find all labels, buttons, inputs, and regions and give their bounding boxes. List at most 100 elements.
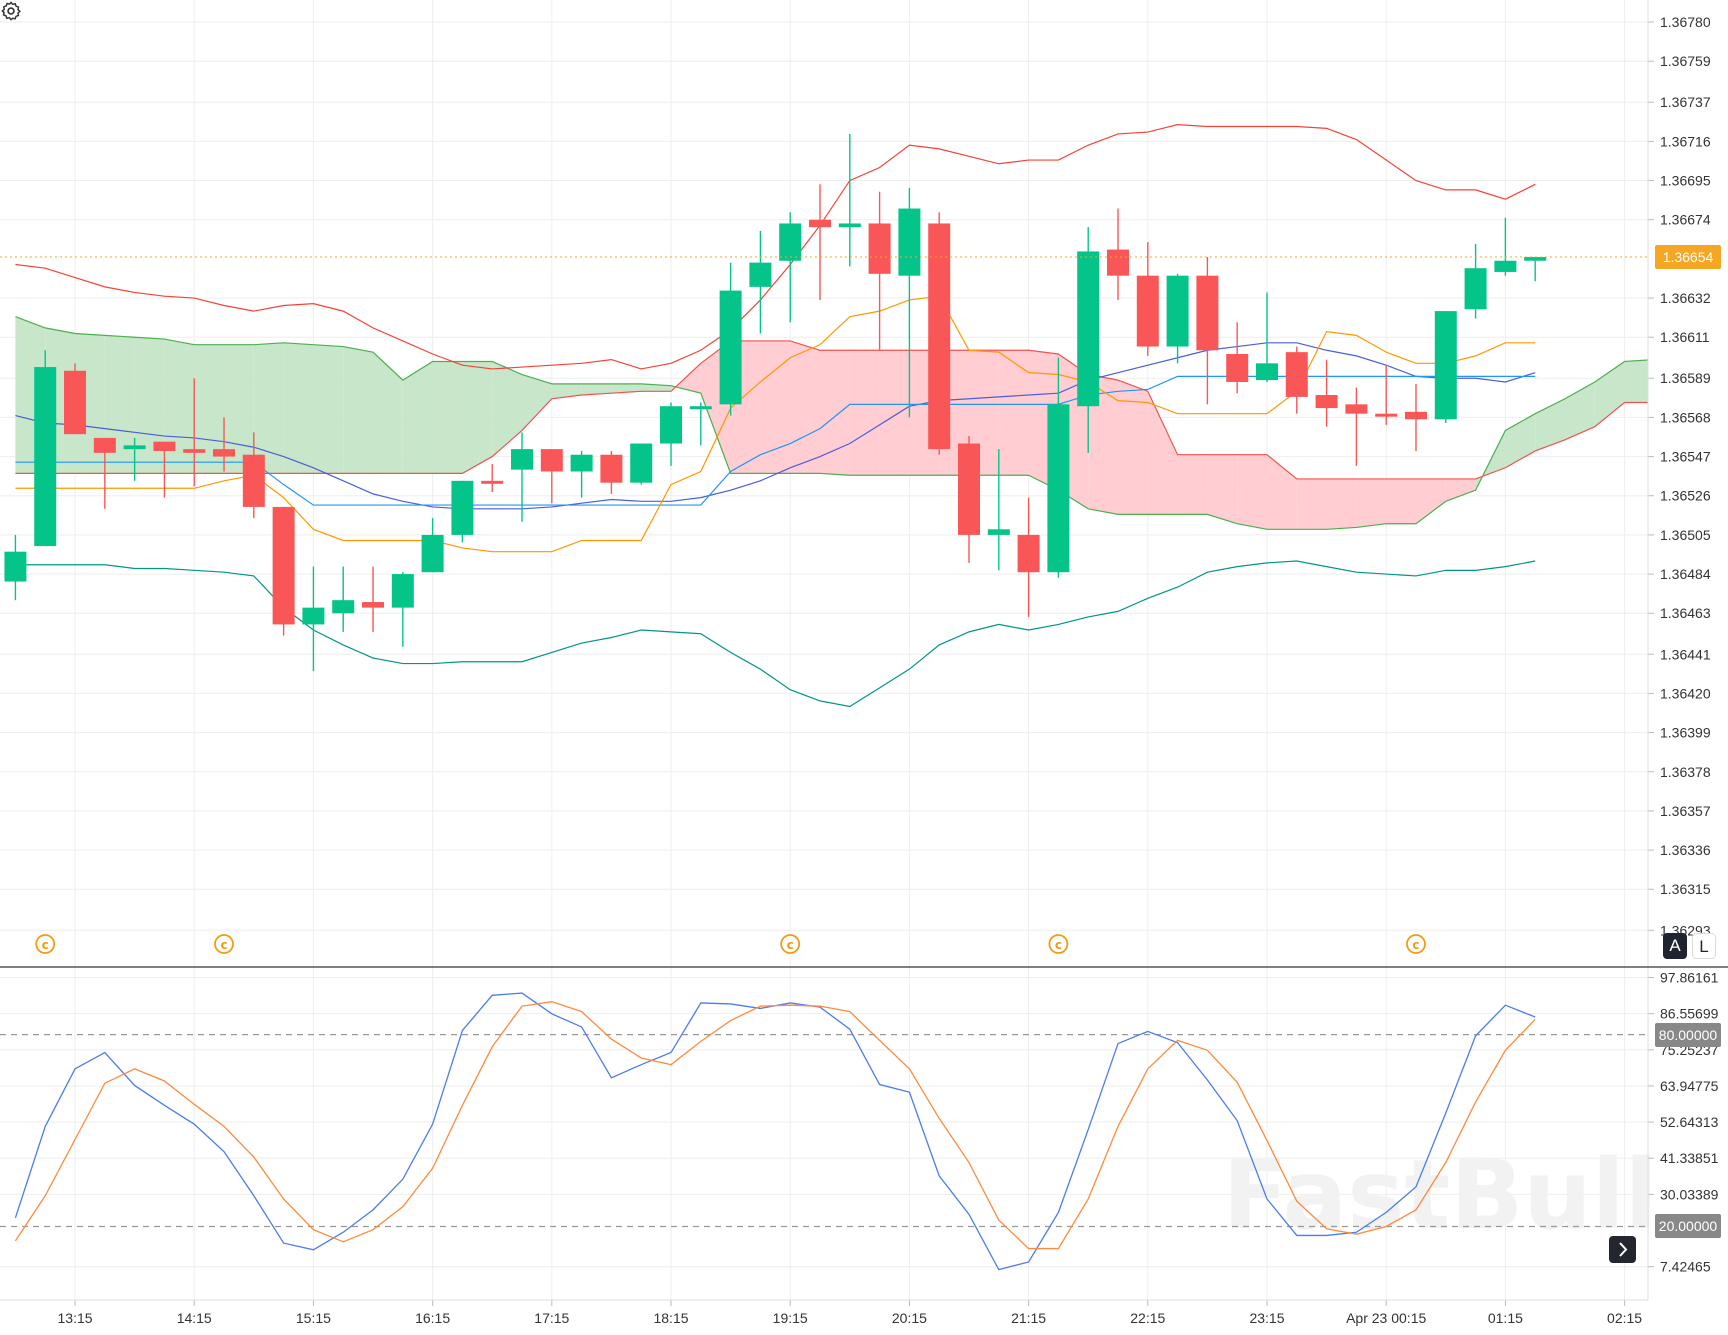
stoch-tick-label: 97.86161 xyxy=(1660,970,1719,986)
candle-bullish[interactable] xyxy=(391,572,414,647)
candle-bullish[interactable] xyxy=(1255,292,1278,382)
candle-bearish[interactable] xyxy=(272,506,295,636)
candle-bearish[interactable] xyxy=(481,464,504,493)
stoch-tick-label: 30.03389 xyxy=(1660,1186,1719,1202)
level-20-label: 20.00000 xyxy=(1655,1214,1721,1239)
candle-bullish[interactable] xyxy=(570,450,593,498)
candle-bearish[interactable] xyxy=(1345,387,1368,466)
candle-bullish[interactable] xyxy=(779,212,802,323)
price-tick-label: 1.36526 xyxy=(1660,488,1711,504)
price-tick-label: 1.36632 xyxy=(1660,290,1711,306)
candle-bullish[interactable] xyxy=(451,480,474,543)
stoch-d-line xyxy=(14,1001,1536,1250)
candle-bullish[interactable] xyxy=(34,350,57,547)
candle-bearish[interactable] xyxy=(213,417,236,472)
candle-bearish[interactable] xyxy=(93,437,116,509)
copyright-circle-icon[interactable]: c xyxy=(780,934,801,954)
candle-bullish[interactable] xyxy=(1166,273,1189,364)
candle-bullish[interactable] xyxy=(660,402,683,466)
price-tick-label: 1.36378 xyxy=(1660,764,1711,780)
time-tick-label: 01:15 xyxy=(1488,1310,1523,1326)
candle-bullish[interactable] xyxy=(719,262,742,416)
price-tick-label: 1.36759 xyxy=(1660,53,1711,69)
marker-circle xyxy=(35,934,56,954)
candle-body xyxy=(570,454,593,472)
cloud-segment-bullish xyxy=(581,383,612,396)
candle-bearish[interactable] xyxy=(64,363,87,435)
gear-icon[interactable] xyxy=(0,0,22,22)
copyright-circle-icon[interactable]: c xyxy=(214,934,234,954)
candle-bullish[interactable] xyxy=(689,402,712,446)
cloud-segment-bearish xyxy=(1088,374,1118,515)
candle-bullish[interactable] xyxy=(630,443,653,485)
candle-bearish[interactable] xyxy=(1285,346,1308,414)
marker-circle xyxy=(214,934,234,954)
candle-bearish[interactable] xyxy=(600,450,623,494)
candle-bearish[interactable] xyxy=(1404,383,1427,451)
candle-body xyxy=(749,262,772,287)
candle-bullish[interactable] xyxy=(1464,243,1487,319)
candle-body xyxy=(64,370,87,435)
candle-body xyxy=(183,449,206,453)
candle-bullish[interactable] xyxy=(749,230,772,334)
cloud-segment-bearish xyxy=(1445,478,1476,502)
candle-bearish[interactable] xyxy=(809,184,832,300)
candle-bullish[interactable] xyxy=(987,449,1010,571)
candle-body xyxy=(1285,352,1308,397)
candle-bearish[interactable] xyxy=(868,191,891,351)
candle-bullish[interactable] xyxy=(511,432,534,522)
candle-bearish[interactable] xyxy=(242,432,265,519)
candle-bullish[interactable] xyxy=(302,566,325,672)
cloud-segment-bearish xyxy=(1326,478,1357,530)
candle-bearish[interactable] xyxy=(1017,497,1040,617)
candle-bullish[interactable] xyxy=(1434,311,1457,424)
candle-bullish[interactable] xyxy=(1047,357,1070,578)
candle-bearish[interactable] xyxy=(540,449,563,504)
candle-bearish[interactable] xyxy=(183,378,206,487)
copyright-circle-icon[interactable]: c xyxy=(35,934,56,954)
candle-bullish[interactable] xyxy=(4,534,27,601)
candle-bullish[interactable] xyxy=(421,518,444,573)
candle-bullish[interactable] xyxy=(332,566,355,632)
auto-scale-button[interactable]: A xyxy=(1663,933,1687,959)
time-tick-label: 23:15 xyxy=(1249,1310,1284,1326)
time-tick-label: 18:15 xyxy=(653,1310,688,1326)
log-scale-button[interactable]: L xyxy=(1692,933,1716,959)
stoch-tick-label: 86.55699 xyxy=(1660,1006,1719,1022)
candle-bearish[interactable] xyxy=(1375,365,1398,425)
candle-bearish[interactable] xyxy=(958,436,981,563)
candle-body xyxy=(153,441,176,451)
candle-body xyxy=(123,445,146,450)
scroll-to-latest-button[interactable] xyxy=(1609,1236,1636,1263)
candlestick-series[interactable] xyxy=(4,133,1547,672)
candle-bullish[interactable] xyxy=(1494,217,1517,276)
candle-bearish[interactable] xyxy=(1315,359,1338,427)
candle-body xyxy=(451,480,474,535)
candle-bullish[interactable] xyxy=(838,133,861,267)
candle-body xyxy=(213,449,236,457)
candle-bearish[interactable] xyxy=(1136,242,1159,356)
candle-body xyxy=(719,290,742,405)
price-tick-label: 1.36336 xyxy=(1660,842,1711,858)
candle-bearish[interactable] xyxy=(1106,208,1129,300)
candle-bearish[interactable] xyxy=(1226,322,1249,394)
candle-bearish[interactable] xyxy=(928,212,951,455)
candle-bullish[interactable] xyxy=(898,188,921,418)
candle-bearish[interactable] xyxy=(153,441,176,498)
price-tick-label: 1.36357 xyxy=(1660,803,1711,819)
cloud-segment-bullish xyxy=(373,352,403,474)
candle-body xyxy=(689,406,712,410)
candle-bullish[interactable] xyxy=(1524,257,1547,282)
candle-bearish[interactable] xyxy=(1196,257,1219,405)
copyright-circle-icon[interactable]: c xyxy=(1048,934,1069,954)
copyright-circle-icon[interactable]: c xyxy=(1406,934,1426,954)
candle-body xyxy=(511,449,534,470)
candle-bullish[interactable] xyxy=(1077,227,1100,453)
candle-bearish[interactable] xyxy=(362,566,385,632)
chevron-right-icon xyxy=(1619,1242,1628,1257)
candle-bullish[interactable] xyxy=(123,437,146,481)
cloud-segment-bullish xyxy=(1594,361,1625,427)
